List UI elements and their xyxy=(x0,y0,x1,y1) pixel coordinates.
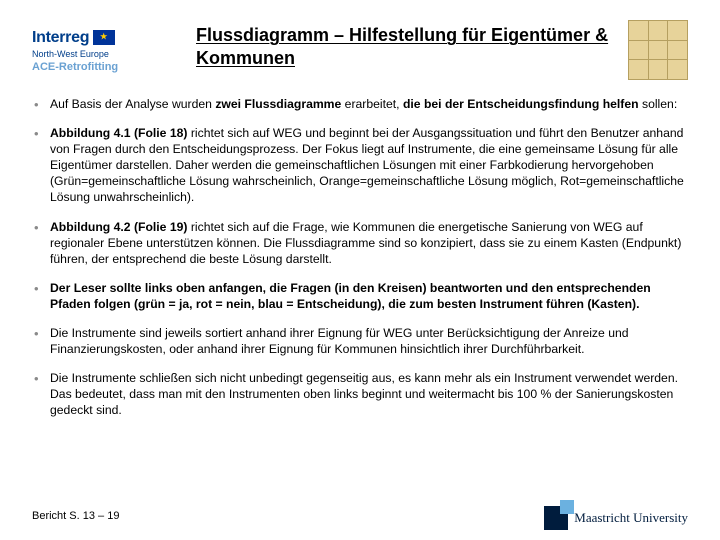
logo-line3: ACE-Retrofitting xyxy=(32,61,184,73)
eu-flag-icon xyxy=(93,30,115,45)
interreg-logo: Interreg North-West Europe ACE-Retrofitt… xyxy=(32,20,184,82)
title-block: Flussdiagramm – Hilfestellung für Eigent… xyxy=(196,20,616,69)
bullet-item: Der Leser sollte links oben anfangen, di… xyxy=(32,280,688,312)
maastricht-star-icon xyxy=(544,506,568,530)
bullet-item: Abbildung 4.1 (Folie 18) richtet sich au… xyxy=(32,125,688,205)
bullet-item: Die Instrumente sind jeweils sortiert an… xyxy=(32,325,688,357)
building-illustration-icon xyxy=(628,20,688,80)
logo-line2: North-West Europe xyxy=(32,49,184,59)
logo-line1: Interreg xyxy=(32,29,89,46)
bullet-item: Auf Basis der Analyse wurden zwei Flussd… xyxy=(32,96,688,112)
bullet-item: Abbildung 4.2 (Folie 19) richtet sich au… xyxy=(32,219,688,267)
maastricht-logo: Maastricht University xyxy=(544,506,688,530)
slide-header: Interreg North-West Europe ACE-Retrofitt… xyxy=(32,20,688,82)
maastricht-name: Maastricht University xyxy=(574,510,688,526)
slide-title: Flussdiagramm – Hilfestellung für Eigent… xyxy=(196,24,616,69)
bullet-list: Auf Basis der Analyse wurden zwei Flussd… xyxy=(32,96,688,419)
footer-reference: Bericht S. 13 – 19 xyxy=(32,510,119,522)
bullet-item: Die Instrumente schließen sich nicht unb… xyxy=(32,370,688,418)
